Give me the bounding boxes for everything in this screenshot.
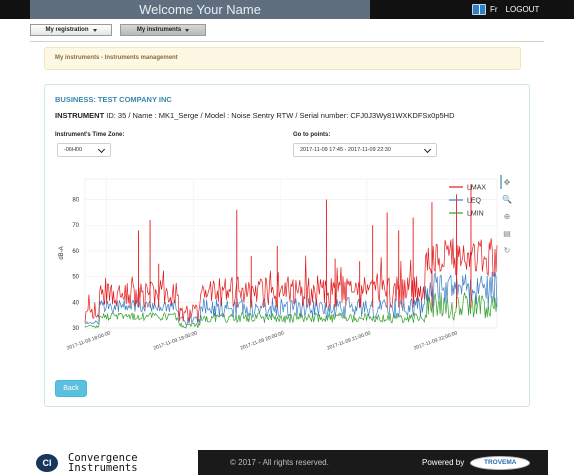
partner-logo[interactable]: TROVEMA (470, 455, 531, 470)
main-menu: My registration My instruments (30, 24, 206, 36)
y-axis-label: dB-A (59, 246, 65, 259)
series-lmin (84, 292, 498, 329)
language-link[interactable]: Fr (490, 5, 498, 14)
menu-divider (30, 41, 544, 42)
brand-line-2: Instruments (68, 461, 138, 474)
zoom-reset-icon[interactable]: ⊕ (504, 212, 511, 221)
x-tick-label: 2017-11-09 22:00:00 (413, 330, 459, 351)
menu-my-instruments[interactable]: My instruments (120, 24, 206, 36)
timezone-label: Instrument's Time Zone: (55, 132, 125, 138)
chart-legend: LMAX LEQ LMIN (449, 185, 486, 218)
x-axis: 2017-11-09 18:00:00 2017-11-09 19:00:00 20… (66, 330, 458, 351)
x-tick-label: 2017-11-09 19:00:00 (153, 330, 199, 351)
legend-label: LMIN (467, 211, 484, 218)
footer: CI Convergence Instruments © 2017 - All … (30, 450, 548, 475)
y-tick-label: 60 (72, 249, 79, 255)
x-tick-label: 2017-11-09 18:00:00 (66, 330, 112, 351)
menu-my-registration-label: My registration (45, 27, 89, 33)
refresh-icon[interactable]: ↻ (504, 246, 511, 255)
goto-select[interactable]: 2017-11-09 17:45 - 2017-11-09 22:30 (293, 143, 437, 157)
y-tick-label: 70 (72, 223, 79, 229)
top-bar: Welcome Your Name Fr LOGOUT (0, 0, 574, 19)
brand-line-1: Convergence (68, 451, 138, 464)
series-leq (84, 271, 498, 326)
x-tick-label: 2017-11-09 20:00:00 (240, 330, 286, 351)
menu-my-registration[interactable]: My registration (30, 24, 112, 36)
instrument-label: INSTRUMENT (55, 111, 105, 120)
copyright: © 2017 - All rights reserved. (230, 458, 329, 467)
legend-label: LMAX (467, 185, 486, 192)
breadcrumb-notice: My instruments - Instruments management (44, 47, 521, 70)
powered-by-label: Powered by (422, 458, 465, 467)
x-tick-label: 2017-11-09 21:00:00 (326, 330, 372, 351)
instrument-info: INSTRUMENT ID: 35 / Name : MK1_Serge / M… (55, 111, 455, 120)
chevron-down-icon (97, 145, 106, 154)
chevron-down-icon (185, 28, 190, 32)
business-name: BUSINESS: TEST COMPANY INC (55, 95, 172, 104)
logo-mark-icon: CI (36, 453, 58, 472)
language-book-icon[interactable] (472, 4, 486, 15)
plot-area (84, 184, 498, 329)
brand-name: Convergence Instruments (68, 451, 138, 474)
pan-icon[interactable]: ✥ (504, 178, 511, 187)
y-tick-label: 30 (72, 326, 79, 332)
timezone-value: -06H00 (64, 147, 83, 153)
save-icon[interactable]: ▤ (503, 229, 511, 238)
chevron-down-icon (423, 145, 432, 154)
timezone-select[interactable]: -06H00 (57, 143, 111, 157)
y-axis: 30 40 50 60 70 80 (72, 198, 79, 332)
instrument-panel: BUSINESS: TEST COMPANY INC INSTRUMENT ID… (44, 84, 530, 407)
y-tick-label: 40 (72, 300, 79, 306)
powered-by: Powered by TROVEMA (422, 450, 531, 475)
y-tick-label: 80 (72, 198, 79, 204)
chevron-down-icon (92, 28, 97, 32)
chart-toolbar: ✥ 🔍 ⊕ ▤ ↻ (500, 175, 512, 255)
top-right-links: Fr LOGOUT (472, 2, 539, 17)
goto-value: 2017-11-09 17:45 - 2017-11-09 22:30 (300, 147, 391, 153)
goto-label: Go to points: (293, 132, 331, 138)
y-tick-label: 50 (72, 275, 79, 281)
logout-link[interactable]: LOGOUT (505, 5, 540, 14)
series-lmax (84, 238, 498, 323)
welcome-banner: Welcome Your Name (30, 0, 370, 19)
legend-label: LEQ (467, 198, 482, 205)
instrument-details: ID: 35 / Name : MK1_Serge / Model : Nois… (104, 111, 455, 120)
zoom-icon[interactable]: 🔍 (502, 194, 512, 204)
company-logo: CI Convergence Instruments (30, 450, 198, 475)
menu-my-instruments-label: My instruments (136, 27, 182, 33)
back-button[interactable]: Back (55, 380, 87, 397)
